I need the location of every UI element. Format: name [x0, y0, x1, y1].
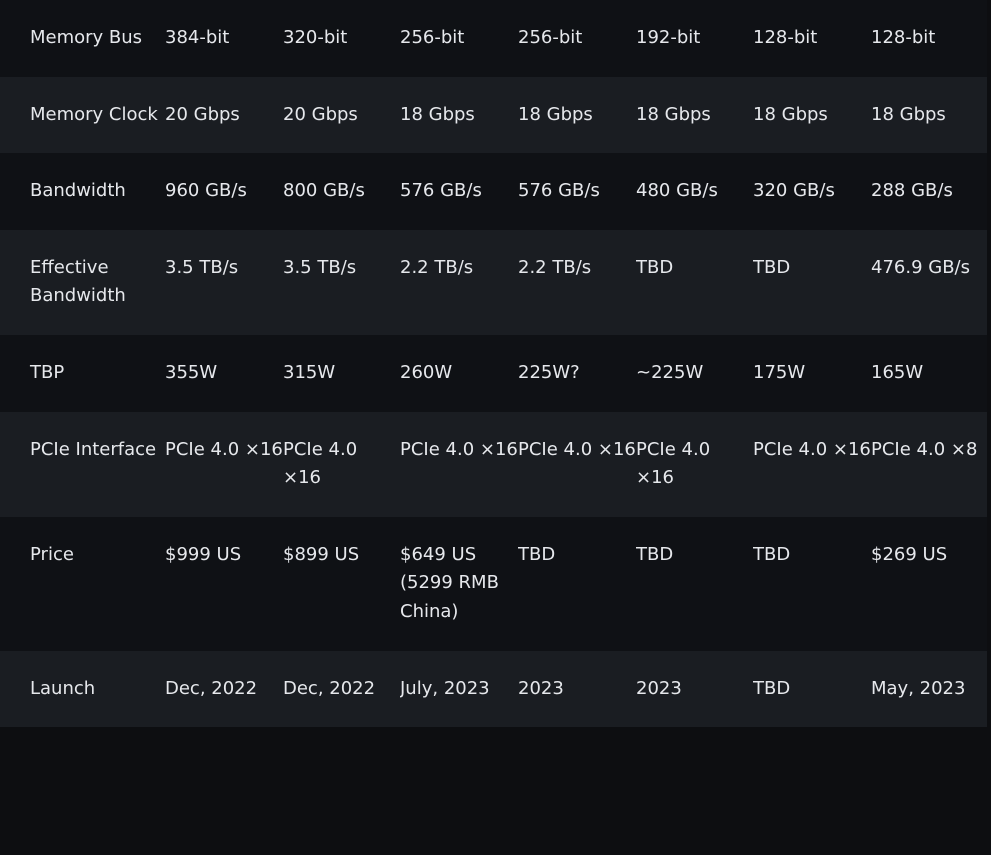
- table-cell: 165W: [871, 361, 924, 383]
- table-cell: 128-bit: [753, 27, 818, 48]
- table-cell: TBD: [753, 256, 791, 278]
- table-cell: PCIe 4.0 ×16: [518, 438, 636, 460]
- table-cell: PCIe 4.0 ×16: [165, 438, 283, 460]
- table-cell: 960 GB/s: [165, 180, 247, 202]
- table-cell: 320-bit: [283, 27, 348, 48]
- table-row: Price $999 US $899 US $649 US (5299 RMB …: [0, 516, 987, 651]
- table-cell: PCIe 4.0 ×16: [283, 438, 358, 489]
- row-label: TBP: [30, 361, 65, 383]
- table-cell: $269 US: [871, 543, 948, 565]
- table-cell: 18 Gbps: [400, 103, 475, 125]
- table-cell: Dec, 2022: [165, 677, 258, 699]
- table-cell: TBD: [753, 677, 791, 699]
- table-cell: 192-bit: [636, 27, 701, 48]
- table-cell: 2023: [518, 677, 564, 699]
- table-cell: 480 GB/s: [636, 180, 718, 202]
- table-cell: 576 GB/s: [518, 180, 600, 202]
- table-row: Launch Dec, 2022 Dec, 2022 July, 2023 20…: [0, 650, 987, 728]
- table-cell: $899 US: [283, 543, 360, 565]
- table-cell: 288 GB/s: [871, 180, 953, 202]
- table-cell: TBD: [636, 543, 674, 565]
- table-cell: 320 GB/s: [753, 180, 835, 202]
- table-cell: 800 GB/s: [283, 180, 365, 202]
- table-cell: PCIe 4.0 ×8: [871, 438, 978, 460]
- table-cell: 2023: [636, 677, 682, 699]
- table-cell: $649 US (5299 RMB China): [400, 543, 499, 622]
- table-cell: 3.5 TB/s: [165, 256, 239, 278]
- table-cell: 225W?: [518, 361, 580, 383]
- table-row: PCIe Interface PCIe 4.0 ×16 PCIe 4.0 ×16…: [0, 411, 987, 517]
- table-cell: 18 Gbps: [636, 103, 711, 125]
- table-cell: July, 2023: [400, 677, 490, 699]
- row-label: Price: [30, 543, 74, 565]
- table-cell: PCIe 4.0 ×16: [400, 438, 518, 460]
- table-cell: TBD: [753, 543, 791, 565]
- table-cell: 315W: [283, 361, 336, 383]
- table-cell: 18 Gbps: [871, 103, 946, 125]
- table-row: TBP 355W 315W 260W 225W? ~225W 175W 165W: [0, 334, 987, 412]
- table-row: Memory Bus 384-bit 320-bit 256-bit 256-b…: [0, 0, 987, 77]
- row-label: Launch: [30, 677, 96, 699]
- table-cell: 18 Gbps: [518, 103, 593, 125]
- table-cell: 175W: [753, 361, 806, 383]
- table-cell: PCIe 4.0 ×16: [636, 438, 711, 489]
- table-cell: 20 Gbps: [165, 103, 240, 125]
- gpu-spec-table: Memory Bus 384-bit 320-bit 256-bit 256-b…: [0, 0, 987, 728]
- table-cell: $999 US: [165, 543, 242, 565]
- row-label: Bandwidth: [30, 180, 126, 202]
- table-cell: 355W: [165, 361, 218, 383]
- table-cell: 260W: [400, 361, 453, 383]
- row-label: PCIe Interface: [30, 438, 157, 460]
- row-label: Effective Bandwidth: [30, 256, 126, 307]
- page-edge: [987, 0, 991, 855]
- table-cell: 2.2 TB/s: [518, 256, 592, 278]
- table-cell: 576 GB/s: [400, 180, 482, 202]
- table-cell: PCIe 4.0 ×16: [753, 438, 871, 460]
- table-cell: Dec, 2022: [283, 677, 376, 699]
- table-cell: 3.5 TB/s: [283, 256, 357, 278]
- table-cell: TBD: [518, 543, 556, 565]
- table-cell: 18 Gbps: [753, 103, 828, 125]
- table-cell: May, 2023: [871, 677, 966, 699]
- row-label: Memory Clock: [30, 103, 158, 125]
- table-cell: 2.2 TB/s: [400, 256, 474, 278]
- table-cell: 128-bit: [871, 27, 936, 48]
- table-cell: 20 Gbps: [283, 103, 358, 125]
- table-cell: TBD: [636, 256, 674, 278]
- table-row: Bandwidth 960 GB/s 800 GB/s 576 GB/s 576…: [0, 153, 987, 230]
- table-row: Memory Clock 20 Gbps 20 Gbps 18 Gbps 18 …: [0, 76, 987, 154]
- table-cell: 256-bit: [400, 27, 465, 48]
- table-cell: 476.9 GB/s: [871, 256, 970, 278]
- row-label: Memory Bus: [30, 27, 143, 48]
- table-cell: 384-bit: [165, 27, 230, 48]
- table-cell: ~225W: [636, 361, 704, 383]
- table-cell: 256-bit: [518, 27, 583, 48]
- table-row: Effective Bandwidth 3.5 TB/s 3.5 TB/s 2.…: [0, 229, 987, 335]
